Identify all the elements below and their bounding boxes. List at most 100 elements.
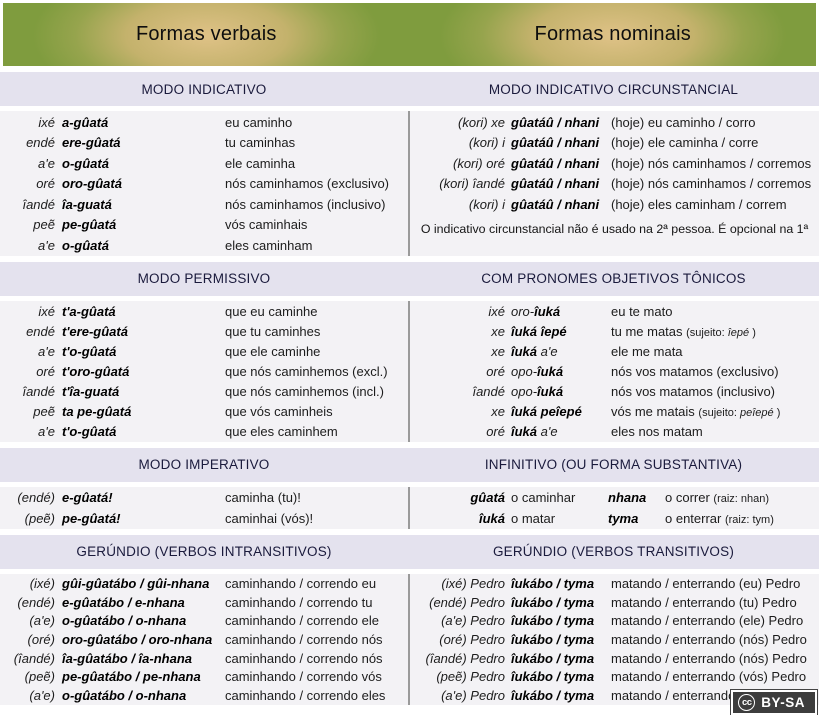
translation-cell: matando / enterrando (nós) Pedro bbox=[611, 650, 807, 666]
table-row: îandé îa-guatá nós caminhamos (inclusivo) bbox=[0, 194, 408, 215]
table-row: (îandé) Pedro îukábo / tyma matando / ente… bbox=[410, 649, 819, 668]
verb-cell: o-gûatábo / o-nhana bbox=[62, 687, 187, 703]
translation-cell: que vós caminheis bbox=[225, 404, 333, 419]
table-row: (kori) i gûatáû / nhani (hoje) eles caminh… bbox=[410, 194, 819, 215]
verb-cell: gûatá bbox=[470, 490, 505, 506]
cc-license-label: BY-SA bbox=[761, 695, 805, 710]
translation-cell: (hoje) eles caminham / correm bbox=[611, 196, 787, 212]
table-com-pronomes-objetivos-tonicos: ixé oro-îuká eu te mato xe îuká îepé tu me ma… bbox=[410, 300, 819, 442]
pronoun-cell: (a'e) bbox=[29, 687, 55, 703]
table-modo-permissivo: ixé t'a-gûatá que eu caminhe endé t'ere-gûat… bbox=[0, 300, 408, 442]
table-row: îuká o matar tyma o enterrar (raiz: tym) bbox=[410, 508, 819, 529]
table-row: (a'e) Pedro îukábo / tyma matando / enterr… bbox=[410, 612, 819, 631]
verb-cell: îa-guatá bbox=[62, 196, 112, 212]
verb-cell: o-gûatá bbox=[62, 155, 109, 171]
table-row: (oré) oro-gûatábo / oro-nhana caminhando /… bbox=[0, 630, 408, 649]
verb-cell: îuká bbox=[478, 510, 505, 526]
section-header-band-2: MODO PERMISSIVO COM PRONOMES OBJETIVOS T… bbox=[0, 261, 819, 296]
table-row: (peẽ) pe-gûatá! caminhai (vós)! bbox=[0, 508, 408, 529]
table-gerundio-intransitivos: (ixé) gûi-gûatábo / gûi-nhana caminhando /… bbox=[0, 573, 408, 705]
pronoun-cell: (a'e) Pedro bbox=[441, 687, 505, 703]
pronoun-cell: a'e bbox=[38, 237, 55, 253]
section-title-modo-imperativo: MODO IMPERATIVO bbox=[138, 457, 270, 472]
verb-cell: o-gûatá bbox=[62, 237, 109, 253]
verb-cell: îukábo / tyma bbox=[511, 576, 595, 592]
content-band-4: (ixé) gûi-gûatábo / gûi-nhana caminhando /… bbox=[0, 573, 819, 705]
pronoun-cell: (kori) xe bbox=[458, 114, 505, 130]
translation-cell: nós caminhamos (inclusivo) bbox=[225, 196, 386, 212]
verb-cell: îukábo / tyma bbox=[511, 613, 595, 629]
pronoun-cell: (endé) bbox=[17, 490, 55, 506]
section-title-modo-indicativo: MODO INDICATIVO bbox=[141, 81, 267, 97]
table-row: ixé oro-îuká eu te mato bbox=[410, 302, 819, 322]
pronoun-cell: oré bbox=[486, 424, 505, 439]
pronoun-cell: îandé bbox=[22, 196, 55, 212]
translation-cell: (hoje) nós caminhamos / corremos bbox=[611, 155, 812, 171]
section-title-gerundio-intransitivos: GERÚNDIO (VERBOS INTRANSITIVOS) bbox=[76, 544, 332, 559]
conjugation-table-page: Formas verbais Formas nominais MODO INDI… bbox=[0, 3, 819, 715]
verb-cell: îukábo / tyma bbox=[511, 650, 595, 666]
translation-cell: eles caminham bbox=[225, 237, 313, 253]
pronoun-cell: a'e bbox=[38, 424, 55, 439]
table-infinitivo: gûatá o caminhar nhana o correr (raiz: nhan… bbox=[410, 486, 819, 529]
verb-cell: tyma bbox=[608, 510, 639, 526]
cc-by-sa-badge[interactable]: cc BY-SA bbox=[730, 689, 818, 715]
pronoun-cell: oré bbox=[486, 364, 505, 379]
section-title-modo-indicativo-circunstancial: MODO INDICATIVO CIRCUNSTANCIAL bbox=[488, 81, 739, 97]
pronoun-cell: (oré) bbox=[27, 632, 55, 648]
pronoun-cell: ixé bbox=[488, 304, 505, 319]
column-divider bbox=[408, 111, 410, 256]
table-row: (a'e) o-gûatábo / o-nhana caminhando / cor… bbox=[0, 612, 408, 631]
translation-cell: caminhando / correndo vós bbox=[225, 669, 382, 685]
translation-cell: matando / enterrando (ele) Pedro bbox=[611, 613, 804, 629]
table-row: a'e t'o-gûatá que ele caminhe bbox=[0, 342, 408, 362]
verb-cell: îukábo / tyma bbox=[511, 594, 595, 610]
translation-cell: caminha (tu)! bbox=[225, 490, 301, 506]
translation-cell: que eu caminhe bbox=[225, 304, 318, 319]
table-row: (kori) xe gûatáû / nhani (hoje) eu caminho… bbox=[410, 112, 819, 133]
translation-cell: o correr (raiz: nhan) bbox=[665, 490, 770, 506]
table-row: (ixé) gûi-gûatábo / gûi-nhana caminhando /… bbox=[0, 575, 408, 594]
pronoun-cell: oré bbox=[36, 176, 55, 192]
table-row: (kori) oré gûatáû / nhani (hoje) nós camin… bbox=[410, 153, 819, 174]
section-header-band-1: MODO INDICATIVO MODO INDICATIVO CIRCUNST… bbox=[0, 72, 819, 106]
table-row: a'e t'o-gûatá que eles caminhem bbox=[0, 422, 408, 442]
table-row: (endé) e-gûatá! caminha (tu)! bbox=[0, 488, 408, 509]
table-row: (a'e) o-gûatábo / o-nhana caminhando / cor… bbox=[0, 686, 408, 705]
verb-cell: îuká peîepé bbox=[511, 404, 582, 419]
table-row: ixé a-gûatá eu caminho bbox=[0, 112, 408, 133]
column-divider bbox=[408, 573, 410, 705]
verb-cell: gûatáû / nhani bbox=[511, 114, 600, 130]
table-row: (îandé) îa-gûatábo / îa-nhana caminhando /… bbox=[0, 649, 408, 668]
verb-cell: t'a-gûatá bbox=[62, 304, 116, 319]
translation-cell: que tu caminhes bbox=[225, 324, 321, 339]
content-band-2: ixé t'a-gûatá que eu caminhe endé t'ere-gûat… bbox=[0, 300, 819, 442]
table-row: (kori) îandé gûatáû / nhani (hoje) nós cam… bbox=[410, 174, 819, 195]
verb-cell: oro-îuká bbox=[511, 304, 561, 319]
translation-cell: o matar bbox=[511, 510, 556, 526]
verb-cell: oro-gûatá bbox=[62, 176, 122, 192]
translation-cell: matando / enterrando (vós) Pedro bbox=[611, 669, 807, 685]
table-row: oré oro-gûatá nós caminhamos (exclusivo) bbox=[0, 174, 408, 195]
pronoun-cell: (kori) oré bbox=[452, 155, 505, 171]
table-row: endé ere-gûatá tu caminhas bbox=[0, 133, 408, 154]
pronoun-cell: (peẽ) bbox=[24, 510, 55, 526]
verb-cell: pe-gûatá bbox=[62, 217, 117, 233]
verb-cell: t'o-gûatá bbox=[62, 424, 117, 439]
verb-cell: gûatáû / nhani bbox=[511, 135, 600, 151]
table-modo-indicativo-circunstancial: (kori) xe gûatáû / nhani (hoje) eu caminho… bbox=[410, 111, 819, 256]
verb-cell: îukábo / tyma bbox=[511, 632, 595, 648]
page-title-left: Formas verbais bbox=[135, 23, 277, 45]
pronoun-cell: (a'e) bbox=[29, 613, 55, 629]
translation-cell: matando / enterrando (eu) Pedro bbox=[611, 576, 801, 592]
translation-cell: caminhando / correndo eles bbox=[225, 687, 386, 703]
verb-cell: e-gûatá! bbox=[62, 490, 113, 506]
table-row: (ixé) Pedro îukábo / tyma matando / enterr… bbox=[410, 575, 819, 594]
verb-cell: opo-îuká bbox=[511, 364, 564, 379]
translation-cell: caminhando / correndo tu bbox=[225, 594, 373, 610]
verb-cell: e-gûatábo / e-nhana bbox=[62, 594, 185, 610]
verb-cell: a-gûatá bbox=[62, 114, 109, 130]
verb-cell: t'o-gûatá bbox=[62, 344, 117, 359]
translation-cell: ele me mata bbox=[611, 344, 683, 359]
column-divider bbox=[408, 486, 410, 529]
